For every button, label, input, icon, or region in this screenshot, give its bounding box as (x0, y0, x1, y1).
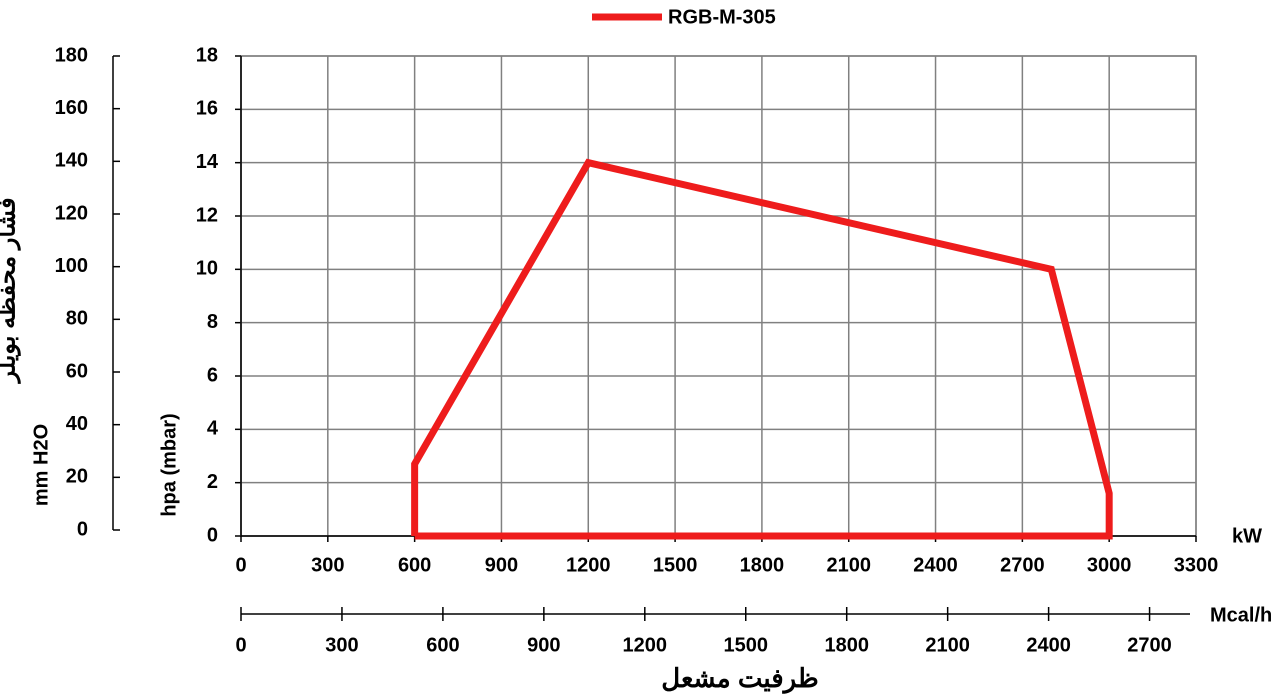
x2-tick-label: 0 (235, 634, 246, 656)
y-tick-label: 6 (207, 364, 218, 386)
x2-tick-label: 300 (325, 634, 358, 656)
x2-axis-title: ظرفیت مشعل (661, 663, 818, 694)
x-tick-label: 0 (235, 554, 246, 576)
y-tick-label: 16 (196, 98, 218, 120)
y-tick-label: 14 (196, 151, 219, 173)
y2-tick-label: 120 (55, 202, 88, 224)
x-tick-label: 3000 (1087, 554, 1132, 576)
x-tick-label: 1200 (566, 554, 611, 576)
y-tick-label: 12 (196, 204, 218, 226)
y2-tick-label: 40 (66, 413, 88, 435)
x2-tick-label: 2100 (925, 634, 970, 656)
y2-tick-label: 140 (55, 150, 88, 172)
y-tick-label: 2 (207, 471, 218, 493)
x2-tick-label: 1800 (824, 634, 869, 656)
y-axis-label: hpa (mbar) (158, 413, 180, 516)
y-tick-label: 18 (196, 44, 218, 66)
y2-axis-label: mm H2O (30, 424, 52, 506)
y2-axis-title: فشار محفظه بویلر (0, 197, 21, 384)
y2-tick-label: 20 (66, 466, 88, 488)
plot-area (240, 55, 1197, 537)
y-tick-label: 10 (196, 258, 218, 280)
x-tick-label: 1800 (740, 554, 785, 576)
x-tick-label: 2700 (1000, 554, 1045, 576)
legend-label: RGB-M-305 (668, 6, 776, 28)
x2-tick-label: 2700 (1127, 634, 1172, 656)
x2-tick-label: 900 (527, 634, 560, 656)
x2-tick-label: 1200 (623, 634, 668, 656)
y2-tick-label: 80 (66, 308, 88, 330)
x-tick-label: 300 (311, 554, 344, 576)
x-tick-label: 3300 (1174, 554, 1219, 576)
x2-tick-label: 600 (426, 634, 459, 656)
x2-axis-label: Mcal/h (1210, 604, 1272, 626)
y-tick-label: 0 (207, 524, 218, 546)
x-tick-label: 600 (398, 554, 431, 576)
x2-tick-label: 2400 (1026, 634, 1071, 656)
y-tick-label: 8 (207, 311, 218, 333)
x-tick-label: 2400 (913, 554, 958, 576)
y2-tick-label: 180 (55, 44, 88, 66)
x2-tick-label: 1500 (724, 634, 769, 656)
y2-tick-label: 60 (66, 360, 88, 382)
y2-tick-label: 160 (55, 97, 88, 119)
x-tick-label: 900 (485, 554, 518, 576)
x-axis-label: kW (1232, 525, 1262, 547)
y-tick-label: 4 (207, 418, 219, 440)
series-line (411, 158, 1113, 540)
x-tick-label: 2100 (826, 554, 871, 576)
y2-tick-label: 100 (55, 255, 88, 277)
y2-tick-label: 0 (77, 518, 88, 540)
x-tick-label: 1500 (653, 554, 698, 576)
